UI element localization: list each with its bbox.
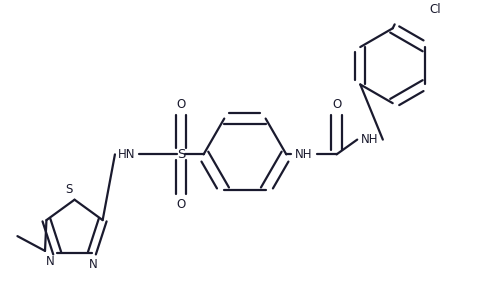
Text: O: O	[176, 98, 185, 111]
Text: O: O	[176, 198, 185, 211]
Text: O: O	[332, 98, 341, 111]
Text: Cl: Cl	[429, 3, 441, 17]
Text: NH: NH	[361, 133, 379, 146]
Text: HN: HN	[118, 148, 136, 161]
Text: NH: NH	[295, 148, 313, 161]
Text: S: S	[65, 183, 72, 196]
Text: N: N	[88, 258, 97, 271]
Text: S: S	[177, 148, 185, 161]
Text: N: N	[45, 255, 54, 268]
